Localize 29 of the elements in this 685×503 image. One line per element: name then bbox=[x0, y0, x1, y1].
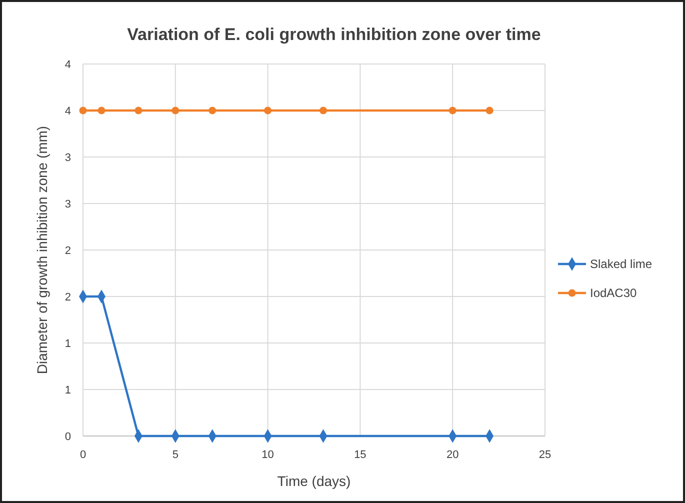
point bbox=[134, 106, 142, 114]
y-tick-label: 1 bbox=[64, 338, 71, 350]
point bbox=[448, 106, 456, 114]
y-tick-label: 1 bbox=[64, 384, 71, 396]
x-tick-label: 10 bbox=[262, 449, 274, 461]
x-tick-label: 5 bbox=[172, 449, 178, 461]
y-axis-title: Diameter of growth inhibition zone (mm) bbox=[34, 126, 50, 374]
y-tick-label: 3 bbox=[64, 198, 71, 210]
x-tick-label: 20 bbox=[446, 449, 459, 461]
point bbox=[208, 106, 216, 114]
legend-label: Slaked lime bbox=[590, 257, 652, 271]
y-tick-label: 3 bbox=[64, 152, 71, 164]
point bbox=[98, 106, 106, 114]
y-tick-label: 2 bbox=[64, 292, 71, 304]
point bbox=[264, 106, 272, 114]
point bbox=[319, 106, 328, 114]
legend-label: IodAC30 bbox=[590, 286, 638, 300]
chart-title: Variation of E. coli growth inhibition zone over time bbox=[127, 25, 541, 44]
x-axis-title: Time (days) bbox=[277, 473, 351, 489]
x-tick-label: 0 bbox=[80, 449, 86, 461]
x-tick-label: 25 bbox=[538, 449, 552, 461]
point bbox=[79, 106, 87, 114]
y-tick-label: 0 bbox=[64, 431, 71, 443]
y-tick-label: 4 bbox=[64, 59, 71, 71]
point bbox=[172, 106, 180, 114]
y-tick-label: 4 bbox=[64, 106, 71, 118]
y-tick-label: 2 bbox=[64, 245, 71, 257]
x-tick-label: 15 bbox=[354, 449, 366, 461]
point bbox=[486, 106, 494, 114]
